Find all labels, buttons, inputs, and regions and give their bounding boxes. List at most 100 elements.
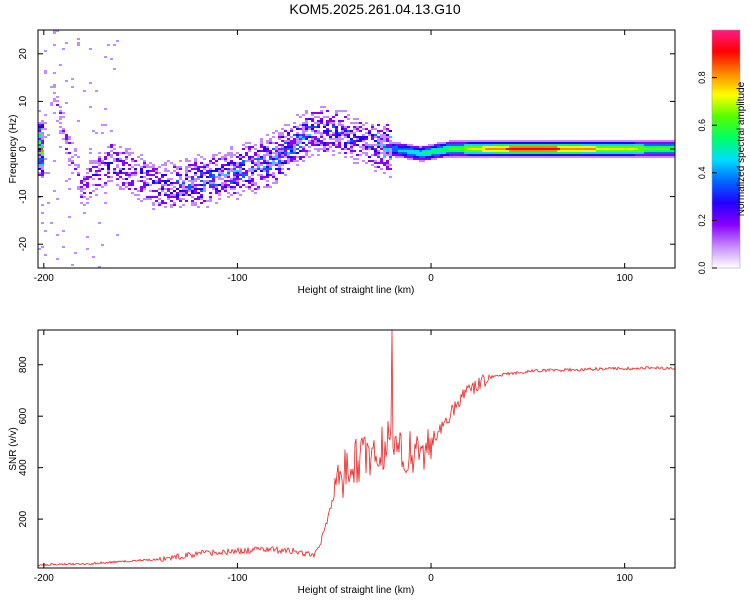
heat-cell	[89, 48, 92, 50]
heat-cell	[185, 192, 188, 194]
heat-cell	[329, 146, 332, 148]
heat-cell	[125, 182, 128, 184]
heat-cell	[530, 150, 533, 152]
heat-cell	[629, 150, 632, 152]
heat-cell	[56, 30, 59, 32]
heat-cell	[359, 122, 362, 124]
heat-cell	[422, 156, 425, 158]
heat-cell	[488, 146, 491, 148]
heat-cell	[251, 182, 254, 184]
heat-cell	[71, 160, 74, 162]
heat-cell	[494, 146, 497, 148]
heat-cell	[434, 144, 437, 146]
heat-cell	[377, 142, 380, 144]
heat-cell	[437, 150, 440, 152]
heat-cell	[329, 130, 332, 132]
heat-cell	[590, 146, 593, 148]
heat-cell	[332, 126, 335, 128]
heat-cell	[140, 166, 143, 168]
heat-cell	[146, 198, 149, 200]
heat-cell	[389, 152, 392, 154]
heat-cell	[140, 158, 143, 160]
heat-cell	[539, 152, 542, 154]
heat-cell	[533, 150, 536, 152]
heat-cell	[296, 148, 299, 150]
heat-cell	[638, 154, 641, 156]
heat-cell	[644, 150, 647, 152]
heat-cell	[608, 156, 611, 158]
heat-cell	[335, 126, 338, 128]
heat-cell	[464, 154, 467, 156]
heat-cell	[293, 150, 296, 152]
heat-cell	[506, 144, 509, 146]
colorbar-label: Normalized spectral amplitude	[736, 81, 747, 216]
heat-cell	[431, 158, 434, 160]
heat-cell	[44, 254, 47, 256]
snr-xtick-label: -100	[227, 573, 247, 584]
heat-cell	[200, 198, 203, 200]
heat-cell	[80, 186, 83, 188]
heat-cell	[554, 156, 557, 158]
heat-cell	[554, 154, 557, 156]
heat-cell	[431, 150, 434, 152]
heat-cell	[380, 160, 383, 162]
heat-cell	[89, 170, 92, 172]
heat-cell	[431, 144, 434, 146]
heat-cell	[428, 152, 431, 154]
heat-cell	[239, 174, 242, 176]
heat-cell	[338, 132, 341, 134]
heat-cell	[119, 170, 122, 172]
heat-cell	[287, 162, 290, 164]
heat-cell	[167, 178, 170, 180]
heat-cell	[191, 182, 194, 184]
heat-cell	[299, 158, 302, 160]
heat-cell	[215, 170, 218, 172]
heat-cell	[152, 204, 155, 206]
heat-cell	[224, 186, 227, 188]
heat-cell	[107, 180, 110, 182]
heat-cell	[491, 154, 494, 156]
heat-cell	[551, 148, 554, 150]
heat-cell	[227, 162, 230, 164]
heat-cell	[182, 186, 185, 188]
heat-cell	[266, 186, 269, 188]
heat-cell	[296, 164, 299, 166]
heat-cell	[41, 166, 44, 168]
heat-cell	[338, 110, 341, 112]
heat-cell	[68, 158, 71, 160]
heat-cell	[251, 156, 254, 158]
heat-cell	[509, 146, 512, 148]
heat-cell	[218, 178, 221, 180]
heat-cell	[167, 196, 170, 198]
heat-cell	[638, 148, 641, 150]
heat-cell	[164, 184, 167, 186]
spectrogram-ytick-label: -20	[18, 237, 29, 252]
heat-cell	[344, 148, 347, 150]
heat-cell	[155, 176, 158, 178]
heat-cell	[296, 152, 299, 154]
heat-cell	[269, 138, 272, 140]
heat-cell	[56, 120, 59, 122]
heat-cell	[566, 154, 569, 156]
spectrogram-ytick-label: -10	[18, 189, 29, 204]
heat-cell	[335, 130, 338, 132]
heat-cell	[416, 152, 419, 154]
heat-cell	[290, 140, 293, 142]
heat-cell	[350, 146, 353, 148]
heat-cell	[383, 136, 386, 138]
heat-cell	[491, 146, 494, 148]
heat-cell	[497, 156, 500, 158]
heat-cell	[479, 156, 482, 158]
heat-cell	[338, 136, 341, 138]
heat-cell	[290, 150, 293, 152]
heat-cell	[281, 168, 284, 170]
heat-cell	[176, 188, 179, 190]
heat-cell	[86, 178, 89, 180]
heat-cell	[518, 146, 521, 148]
heat-cell	[155, 190, 158, 192]
heat-cell	[272, 132, 275, 134]
heat-cell	[434, 152, 437, 154]
heat-cell	[416, 158, 419, 160]
heat-cell	[323, 106, 326, 108]
